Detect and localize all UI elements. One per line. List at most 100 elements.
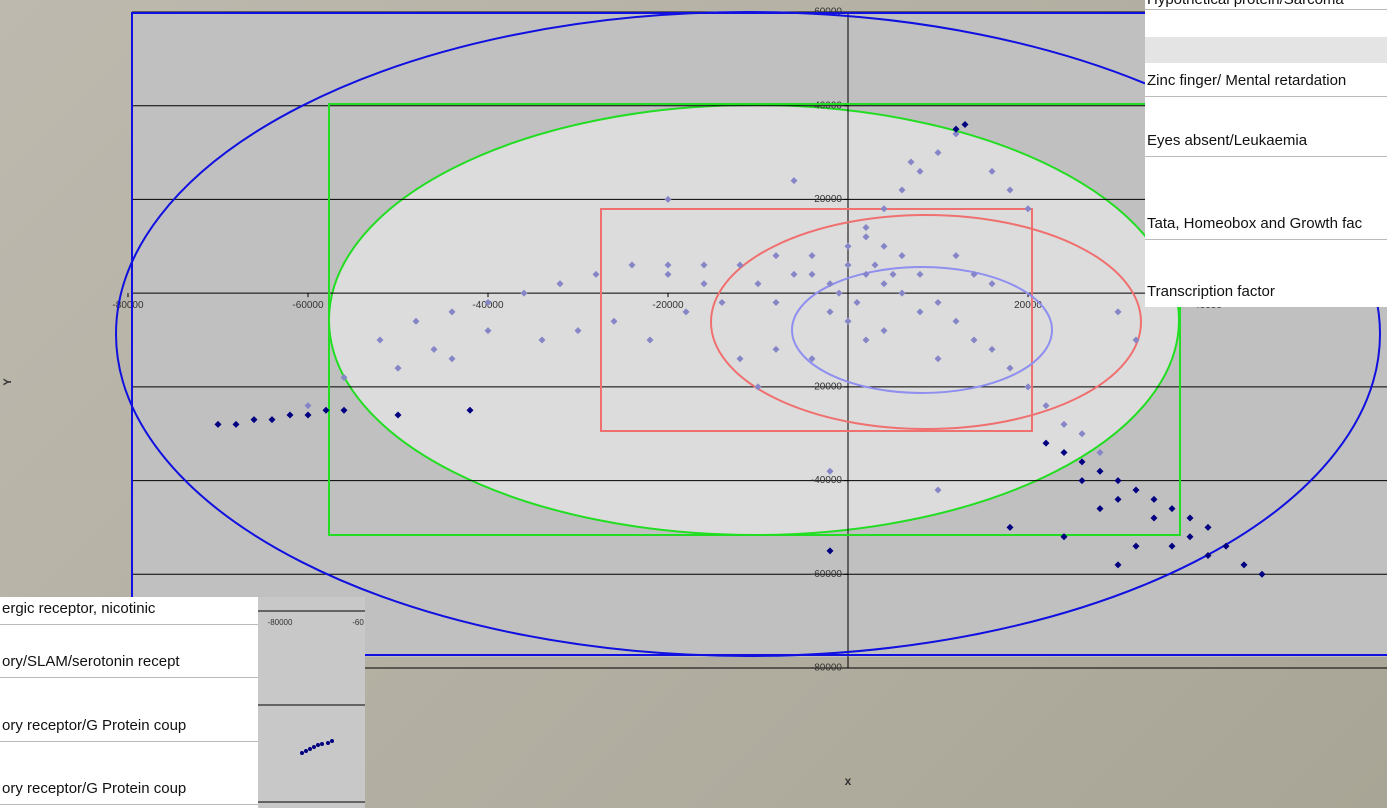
y-tick-label: 40000 xyxy=(814,100,842,111)
y-axis-label: Y xyxy=(2,378,14,386)
point xyxy=(898,186,906,194)
point xyxy=(862,336,870,344)
point xyxy=(412,317,420,325)
blue-rect xyxy=(131,12,1387,656)
point xyxy=(1078,430,1086,438)
point xyxy=(448,308,456,316)
inset-points xyxy=(300,739,334,755)
point xyxy=(736,355,744,363)
point xyxy=(484,327,492,335)
point xyxy=(646,336,654,344)
red-ellipse xyxy=(710,214,1142,430)
point xyxy=(1114,477,1122,485)
point xyxy=(394,411,402,419)
table-cell: Tata, Homeobox and Growth fac xyxy=(1145,215,1387,240)
point xyxy=(916,167,924,175)
point xyxy=(988,345,996,353)
point xyxy=(718,299,726,307)
x-tick-label: -20000 xyxy=(652,300,684,311)
row-band xyxy=(1145,37,1387,63)
point xyxy=(880,280,888,288)
inset-bg xyxy=(258,597,365,808)
point xyxy=(394,364,402,372)
y-tick-label: -20000 xyxy=(811,381,843,392)
x-axis-label: x xyxy=(845,774,852,788)
point xyxy=(700,261,708,269)
point xyxy=(844,261,852,269)
point xyxy=(889,270,897,278)
point xyxy=(862,224,870,232)
point xyxy=(250,416,258,424)
point xyxy=(1132,542,1140,550)
point xyxy=(286,411,294,419)
point xyxy=(214,420,222,428)
point xyxy=(880,327,888,335)
points xyxy=(214,120,1266,578)
point xyxy=(304,411,312,419)
point xyxy=(952,130,960,138)
point xyxy=(790,177,798,185)
point xyxy=(538,336,546,344)
point xyxy=(898,252,906,260)
point xyxy=(853,299,861,307)
point xyxy=(484,299,492,307)
point xyxy=(844,242,852,250)
red-rect xyxy=(600,208,1033,432)
y-tick-label: -40000 xyxy=(811,475,843,486)
point xyxy=(1096,467,1104,475)
point xyxy=(772,299,780,307)
point xyxy=(682,308,690,316)
point xyxy=(1042,402,1050,410)
point xyxy=(790,270,798,278)
inset-chart: -80000 -60 xyxy=(258,597,365,808)
point xyxy=(1204,523,1212,531)
point xyxy=(1168,542,1176,550)
green-rect xyxy=(328,103,1181,536)
point xyxy=(700,280,708,288)
point xyxy=(772,345,780,353)
point xyxy=(1096,448,1104,456)
point xyxy=(1114,308,1122,316)
point xyxy=(826,467,834,475)
point xyxy=(322,406,330,414)
point xyxy=(772,252,780,260)
point xyxy=(448,355,456,363)
point xyxy=(907,158,915,166)
inset-tick: -60 xyxy=(352,618,364,627)
point xyxy=(664,270,672,278)
point xyxy=(664,261,672,269)
lilac-ellipse xyxy=(791,266,1053,394)
point xyxy=(664,195,672,203)
point xyxy=(934,486,942,494)
point xyxy=(736,261,744,269)
left-table: ergic receptor, nicotinic ory/SLAM/serot… xyxy=(0,597,258,808)
table-cell: Eyes absent/Leukaemia xyxy=(1145,132,1387,157)
point xyxy=(808,252,816,260)
point xyxy=(1006,186,1014,194)
table-cell: ory receptor/G Protein coup xyxy=(0,780,258,805)
point xyxy=(556,280,564,288)
point xyxy=(1096,505,1104,513)
point xyxy=(520,289,528,297)
point xyxy=(1186,533,1194,541)
point xyxy=(1150,495,1158,503)
point xyxy=(970,336,978,344)
point xyxy=(1204,552,1212,560)
point xyxy=(754,383,762,391)
point xyxy=(340,406,348,414)
point xyxy=(835,289,843,297)
point xyxy=(988,167,996,175)
point xyxy=(934,355,942,363)
point xyxy=(862,270,870,278)
y-tick-label: 20000 xyxy=(814,194,842,205)
point xyxy=(862,233,870,241)
y-tick-label: -60000 xyxy=(811,569,843,580)
point xyxy=(1114,495,1122,503)
point xyxy=(952,252,960,260)
point xyxy=(1168,505,1176,513)
point xyxy=(1024,383,1032,391)
point xyxy=(952,317,960,325)
table-cell: ory/SLAM/serotonin recept xyxy=(0,653,258,678)
point xyxy=(916,308,924,316)
point xyxy=(961,120,969,128)
